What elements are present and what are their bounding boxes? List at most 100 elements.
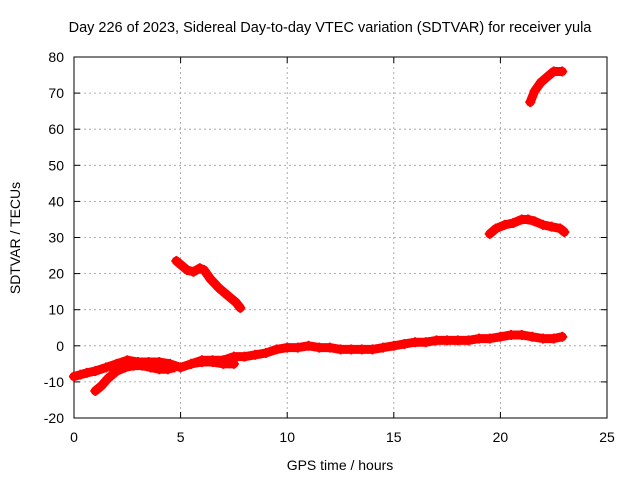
data-point	[420, 337, 431, 348]
data-point	[207, 357, 218, 368]
data-point	[484, 228, 495, 239]
data-point	[90, 366, 101, 377]
data-point	[335, 344, 346, 355]
data-point	[523, 214, 534, 225]
data-point	[442, 335, 453, 346]
data-point	[188, 266, 199, 277]
data-point	[271, 344, 282, 355]
data-point	[378, 342, 389, 353]
data-point	[235, 302, 246, 313]
data-point	[213, 283, 224, 294]
data-point	[145, 362, 156, 373]
data-point	[474, 333, 485, 344]
data-point	[463, 335, 474, 346]
data-point	[410, 337, 421, 348]
data-point	[431, 335, 442, 346]
y-tick-label: 50	[48, 157, 64, 173]
data-point	[69, 371, 79, 382]
data-point	[508, 218, 519, 229]
data-point	[239, 351, 250, 362]
series-mid-arc	[171, 256, 245, 313]
data-point	[228, 358, 239, 369]
x-tick-label: 5	[177, 429, 185, 445]
data-point	[81, 367, 92, 378]
x-axis-label: GPS time / hours	[287, 457, 394, 473]
data-point	[525, 97, 536, 108]
y-tick-label: 70	[48, 85, 64, 101]
data-point	[542, 71, 553, 82]
x-tick-label: 25	[599, 429, 615, 445]
data-point	[205, 274, 216, 285]
data-point	[260, 348, 271, 359]
x-tick-label: 10	[279, 429, 295, 445]
data-point	[186, 358, 197, 369]
data-point	[292, 342, 303, 353]
data-point	[516, 329, 527, 340]
data-point	[162, 364, 173, 375]
data-point	[535, 77, 546, 88]
y-tick-label: 20	[48, 266, 64, 282]
data-point	[491, 223, 502, 234]
data-points	[69, 66, 570, 396]
data-point	[452, 335, 463, 346]
data-point	[346, 344, 357, 355]
data-point	[367, 344, 378, 355]
axis-ticks: 0 5 10 15 20 25 -20 -10 0 10 20 30 40 50 60 70 80	[44, 49, 615, 445]
y-tick-label: 80	[48, 49, 64, 65]
y-tick-label: -10	[44, 374, 64, 390]
data-point	[557, 331, 568, 342]
data-point	[303, 340, 314, 351]
data-point	[499, 219, 510, 230]
data-point	[169, 362, 180, 373]
data-point	[324, 342, 335, 353]
x-tick-label: 0	[70, 429, 78, 445]
data-point	[282, 342, 293, 353]
y-tick-label: 0	[56, 338, 64, 354]
data-point	[75, 369, 86, 380]
data-point	[557, 66, 568, 77]
data-point	[356, 344, 367, 355]
y-tick-label: 30	[48, 230, 64, 246]
data-point	[100, 362, 111, 373]
data-point	[548, 333, 559, 344]
data-point	[506, 329, 517, 340]
data-point	[484, 333, 495, 344]
data-point	[495, 331, 506, 342]
data-point	[388, 340, 399, 351]
y-tick-label: -20	[44, 410, 64, 426]
data-point	[527, 331, 538, 342]
data-point	[111, 366, 122, 377]
data-point	[90, 385, 101, 396]
data-point	[175, 259, 186, 270]
data-point	[128, 360, 139, 371]
chart-title: Day 226 of 2023, Sidereal Day-to-day VTE…	[69, 20, 593, 36]
data-point	[196, 357, 207, 368]
data-point	[218, 358, 229, 369]
data-point	[103, 373, 114, 384]
data-point	[120, 362, 131, 373]
y-tick-label: 10	[48, 302, 64, 318]
data-point	[137, 360, 148, 371]
data-point	[231, 297, 242, 308]
y-tick-label: 40	[48, 193, 64, 209]
data-point	[181, 264, 192, 275]
data-point	[250, 349, 261, 360]
data-point	[399, 338, 410, 349]
data-point	[538, 333, 549, 344]
data-point	[538, 219, 549, 230]
data-point	[548, 66, 559, 77]
data-point	[546, 221, 557, 232]
y-axis-label: SDTVAR / TECUs	[7, 182, 23, 294]
data-point	[154, 364, 165, 375]
data-point	[222, 290, 233, 301]
data-point	[314, 342, 325, 353]
data-point	[559, 227, 570, 238]
data-point	[529, 216, 540, 227]
data-point	[199, 264, 210, 275]
data-point	[96, 380, 107, 391]
x-tick-label: 15	[386, 429, 402, 445]
x-tick-label: 20	[493, 429, 509, 445]
data-point	[529, 86, 540, 97]
y-tick-label: 60	[48, 121, 64, 137]
